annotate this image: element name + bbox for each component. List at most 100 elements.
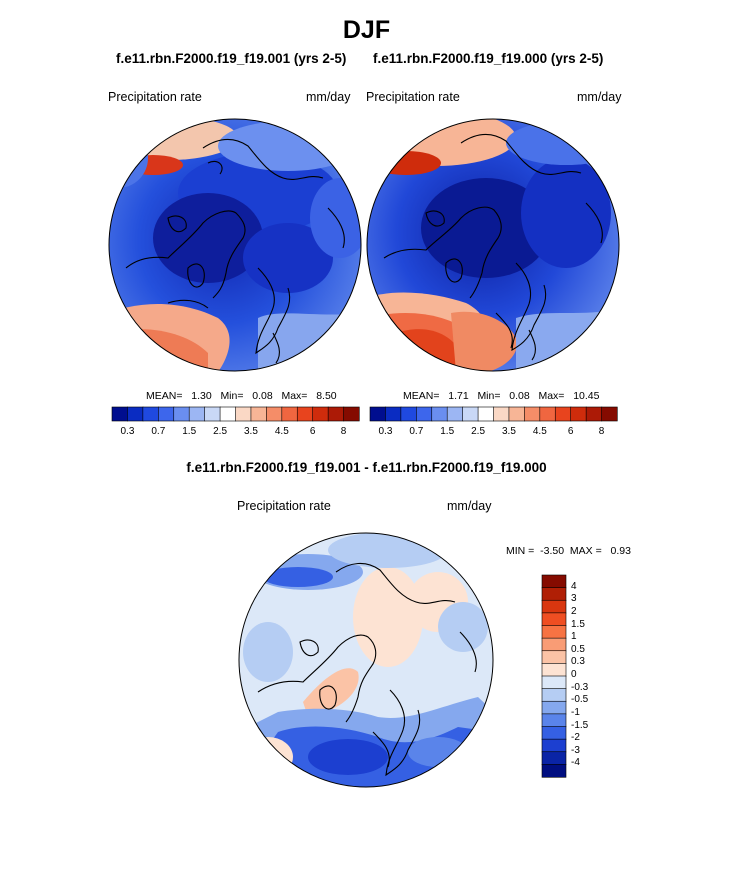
colorbar-left <box>111 406 360 422</box>
colorbar-swatch <box>508 406 525 422</box>
colorbar-tick-label: 0.3 <box>378 426 393 437</box>
max-label: Max= <box>538 390 565 402</box>
colorbar-swatch <box>127 406 144 422</box>
colorbar-swatch <box>570 406 587 422</box>
panel-left-title: f.e11.rbn.F2000.f19_f19.001 (yrs 2-5) <box>116 51 347 66</box>
max-value: 10.45 <box>573 390 600 402</box>
colorbar-tick-label: 1 <box>571 631 577 643</box>
colorbar-swatch <box>541 751 567 765</box>
colorbar-swatch <box>142 406 159 422</box>
min-value: 0.08 <box>509 390 530 402</box>
colorbar-swatch <box>541 713 567 728</box>
colorbar-swatch <box>416 406 433 422</box>
map-right <box>366 118 620 372</box>
colorbar-diff <box>541 574 567 778</box>
mean-value: 1.71 <box>448 390 469 402</box>
colorbar-swatch <box>541 764 567 778</box>
colorbar-swatch <box>173 406 190 422</box>
diff-minmax: MIN = -3.50 MAX = 0.93 <box>506 545 631 557</box>
colorbar-tick-label: 2 <box>571 605 577 617</box>
colorbar-swatch <box>462 406 479 422</box>
colorbar-tick-label: 0.7 <box>151 426 166 437</box>
panel-right-variable: Precipitation rate <box>366 90 460 104</box>
colorbar-swatch <box>250 406 267 422</box>
page-title: DJF <box>342 16 391 44</box>
colorbar-swatch <box>554 406 572 422</box>
colorbar-tick-label: 8 <box>340 426 347 437</box>
min-label: Min= <box>477 390 501 402</box>
colorbar-swatch <box>431 406 448 422</box>
colorbar-tick-label: 0.7 <box>409 426 424 437</box>
colorbar-tick-label: 4 <box>571 580 577 592</box>
panel-right-units: mm/day <box>577 90 622 104</box>
colorbar-right <box>369 406 618 422</box>
colorbar-tick-label: -4 <box>571 757 580 769</box>
colorbar-swatch <box>158 406 175 422</box>
colorbar-swatch <box>541 726 567 740</box>
colorbar-tick-label: 6 <box>567 426 574 437</box>
colorbar-tick-label: 4.5 <box>532 426 547 437</box>
colorbar-tick-label: 2.5 <box>213 426 228 437</box>
panel-left-units: mm/day <box>306 90 351 104</box>
colorbar-swatch <box>524 406 541 422</box>
diff-units: mm/day <box>447 499 492 513</box>
colorbar-swatch <box>539 406 556 422</box>
mean-value: 1.30 <box>191 390 212 402</box>
colorbar-swatch <box>541 612 567 627</box>
panel-right-title: f.e11.rbn.F2000.f19_f19.000 (yrs 2-5) <box>373 51 604 66</box>
colorbar-swatch <box>585 406 603 422</box>
colorbar-tick-label: 1.5 <box>571 618 585 630</box>
colorbar-swatch <box>541 675 567 690</box>
max-value: 8.50 <box>316 390 337 402</box>
colorbar-swatch <box>312 406 329 422</box>
min-value: 0.08 <box>252 390 273 402</box>
colorbar-tick-label: 3 <box>571 593 577 605</box>
colorbar-swatch <box>327 406 345 422</box>
diff-variable: Precipitation rate <box>237 499 331 513</box>
map-diff <box>238 532 494 788</box>
colorbar-tick-label: 6 <box>309 426 316 437</box>
colorbar-swatch <box>204 406 221 422</box>
max-label: Max= <box>281 390 308 402</box>
colorbar-tick-label: -1.5 <box>571 719 589 731</box>
colorbar-swatch <box>446 406 464 422</box>
colorbar-swatch <box>385 406 402 422</box>
colorbar-tick-label: -0.3 <box>571 681 589 693</box>
colorbar-swatch <box>541 625 567 639</box>
colorbar-swatch <box>219 406 237 422</box>
colorbar-tick-label: 3.5 <box>243 426 258 437</box>
colorbar-swatch <box>541 574 567 589</box>
colorbar-swatch <box>400 406 417 422</box>
colorbar-tick-label: 1.5 <box>182 426 197 437</box>
diff-max-value: 0.93 <box>610 545 631 557</box>
colorbar-tick-label: 0 <box>571 669 577 680</box>
colorbar-swatch <box>541 700 567 715</box>
panel-right-stats: MEAN= 1.71 Min= 0.08 Max= 10.45 <box>403 390 599 402</box>
colorbar-swatch <box>296 406 314 422</box>
colorbar-tick-label: -3 <box>571 744 580 756</box>
colorbar-swatch <box>541 738 567 753</box>
colorbar-swatch <box>541 663 567 677</box>
colorbar-swatch <box>369 406 387 422</box>
colorbar-swatch <box>266 406 283 422</box>
colorbar-swatch <box>281 406 298 422</box>
colorbar-swatch <box>541 688 567 702</box>
diff-min-value: -3.50 <box>540 545 565 557</box>
colorbar-tick-label: 0.3 <box>120 426 135 437</box>
colorbar-tick-label: 3.5 <box>501 426 516 437</box>
diff-max-label: MAX = <box>569 545 602 557</box>
colorbar-swatch <box>477 406 495 422</box>
colorbar-tick-label: 8 <box>598 426 605 437</box>
panel-left-variable: Precipitation rate <box>108 90 202 104</box>
colorbar-tick-label: 1.5 <box>440 426 455 437</box>
mean-label: MEAN= <box>146 390 183 402</box>
colorbar-tick-label: 0.3 <box>571 656 585 668</box>
mean-label: MEAN= <box>403 390 440 402</box>
colorbar-tick-label: -1 <box>571 706 580 718</box>
colorbar-tick-label: 2.5 <box>471 426 486 437</box>
colorbar-tick-label: -2 <box>571 732 580 744</box>
colorbar-tick-label: 0.5 <box>571 643 585 655</box>
panel-left-stats: MEAN= 1.30 Min= 0.08 Max= 8.50 <box>146 390 337 402</box>
colorbar-swatch <box>343 406 360 422</box>
colorbar-swatch <box>541 587 567 601</box>
